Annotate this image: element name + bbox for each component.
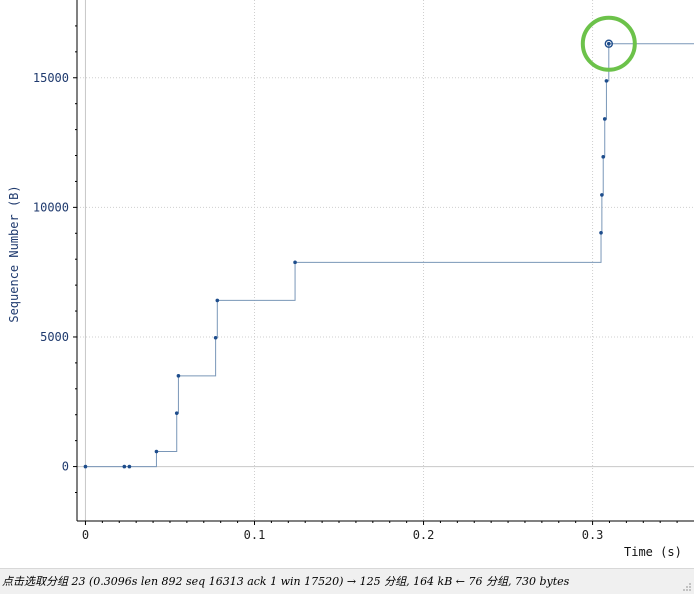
selected-packet-highlight [580,15,637,72]
x-tick-label: 0 [82,528,89,542]
packet-point[interactable] [83,464,88,469]
tcp-stream-graph[interactable]: 0 5000 10000 15000 0 0.1 0.2 0.3 Time (s) Seque… [0,0,694,568]
status-bar: 点击选取分组 23 (0.3096s len 892 seq 16313 ack… [0,568,694,594]
packet-point[interactable] [601,155,606,159]
x-tick-label: 0.2 [413,528,435,542]
packet-point[interactable] [176,374,181,378]
x-axis-title: Time (s) [624,545,682,559]
sequence-series[interactable] [83,41,694,469]
packet-point[interactable] [215,298,220,303]
packet-point[interactable] [174,411,179,415]
packet-point[interactable] [602,117,607,121]
grid-lines [77,0,694,521]
series-line [85,43,694,468]
highlight-circle [580,15,637,72]
packet-point[interactable] [213,335,218,340]
x-tick-label: 0.3 [582,528,604,542]
size-grip-icon[interactable] [682,582,692,592]
y-tick-label: 15000 [33,71,69,85]
axes: 0 5000 10000 15000 0 0.1 0.2 0.3 [33,0,694,542]
selected-point-marker[interactable] [604,39,614,48]
y-tick-label: 10000 [33,200,69,214]
status-text: 点击选取分组 23 (0.3096s len 892 seq 16313 ack… [2,575,570,588]
packet-point[interactable] [293,260,297,265]
packet-point[interactable] [604,79,609,83]
y-tick-label: 0 [62,460,69,474]
packet-point[interactable] [154,449,159,454]
y-axis-title: Sequence Number (B) [7,185,21,322]
y-tick-label: 5000 [40,330,69,344]
selected-point-dot [607,42,611,46]
x-tick-label: 0.1 [244,528,266,542]
packet-point[interactable] [600,193,604,197]
packet-point[interactable] [599,230,603,235]
packet-point[interactable] [127,464,132,469]
packet-point[interactable] [122,464,127,469]
